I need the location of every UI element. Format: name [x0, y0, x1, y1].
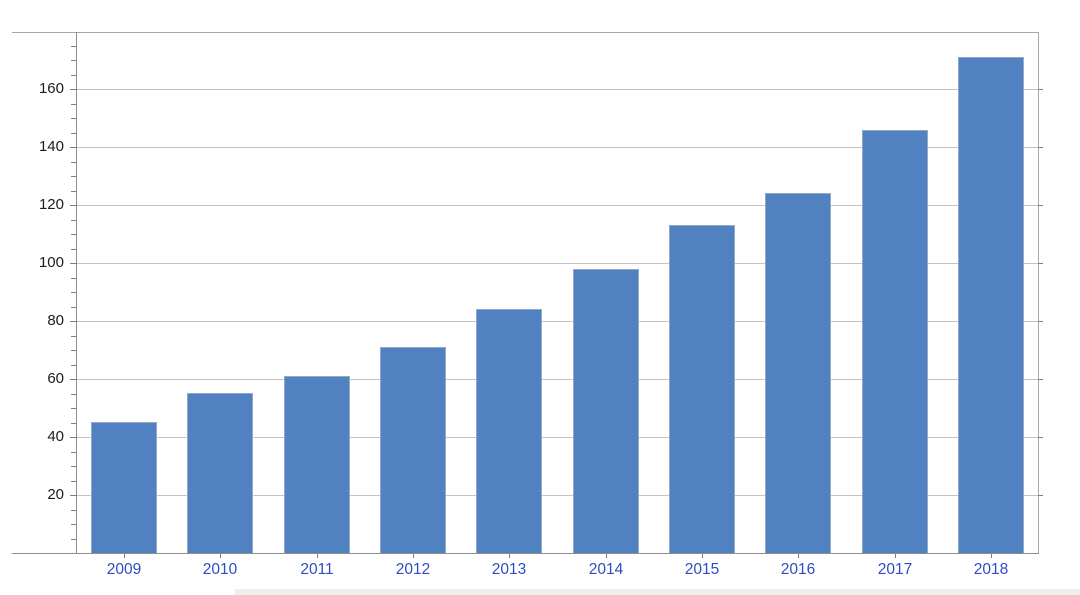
- bar-2010: [187, 393, 253, 553]
- bar-2011: [284, 376, 350, 553]
- x-tick-2017: [895, 554, 896, 558]
- gridline-120: [77, 205, 1038, 206]
- x-axis-line: [12, 553, 1039, 554]
- bottom-divider: [235, 589, 1080, 595]
- y-tick-label: 80: [47, 312, 64, 329]
- y-tick-label: 100: [38, 254, 64, 271]
- gridline-160: [77, 89, 1038, 90]
- plot-top-border: [12, 32, 1039, 33]
- x-tick-label: 2009: [106, 561, 142, 578]
- bar-2014: [573, 269, 639, 553]
- x-tick-label: 2013: [491, 561, 527, 578]
- y-tick-label: 140: [38, 138, 64, 155]
- gridline-20: [77, 495, 1038, 496]
- x-tick-2016: [798, 554, 799, 558]
- gridline-80: [77, 321, 1038, 322]
- gridline-60: [77, 379, 1038, 380]
- x-tick-label: 2017: [877, 561, 913, 578]
- bar-2017: [862, 130, 928, 553]
- y-tick-label: 40: [47, 428, 64, 445]
- x-tick-label: 2014: [588, 561, 624, 578]
- x-tick-2009: [124, 554, 125, 558]
- bar-2013: [476, 309, 542, 553]
- bar-2015: [669, 225, 735, 553]
- x-tick-label: 2011: [300, 561, 334, 578]
- x-tick-2014: [606, 554, 607, 558]
- bar-2012: [380, 347, 446, 553]
- x-tick-label: 2012: [395, 561, 431, 578]
- x-tick-2010: [220, 554, 221, 558]
- x-tick-label: 2010: [202, 561, 238, 578]
- gridline-40: [77, 437, 1038, 438]
- x-tick-2012: [413, 554, 414, 558]
- gridline-140: [77, 147, 1038, 148]
- x-tick-2013: [509, 554, 510, 558]
- x-tick-label: 2016: [780, 561, 816, 578]
- bar-2009: [91, 422, 157, 553]
- y-tick-label: 160: [38, 80, 64, 97]
- gridline-100: [77, 263, 1038, 264]
- x-tick-2018: [991, 554, 992, 558]
- plot-right-border: [1038, 32, 1039, 554]
- bar-2018: [958, 57, 1024, 553]
- x-tick-label: 2018: [973, 561, 1009, 578]
- y-tick-label: 20: [47, 486, 64, 503]
- x-tick-2015: [702, 554, 703, 558]
- x-tick-label: 2015: [684, 561, 720, 578]
- x-tick-2011: [317, 554, 318, 558]
- y-axis-line: [76, 32, 77, 554]
- y-tick-label: 120: [38, 196, 64, 213]
- y-tick-label: 60: [47, 370, 64, 387]
- bar-2016: [765, 193, 831, 553]
